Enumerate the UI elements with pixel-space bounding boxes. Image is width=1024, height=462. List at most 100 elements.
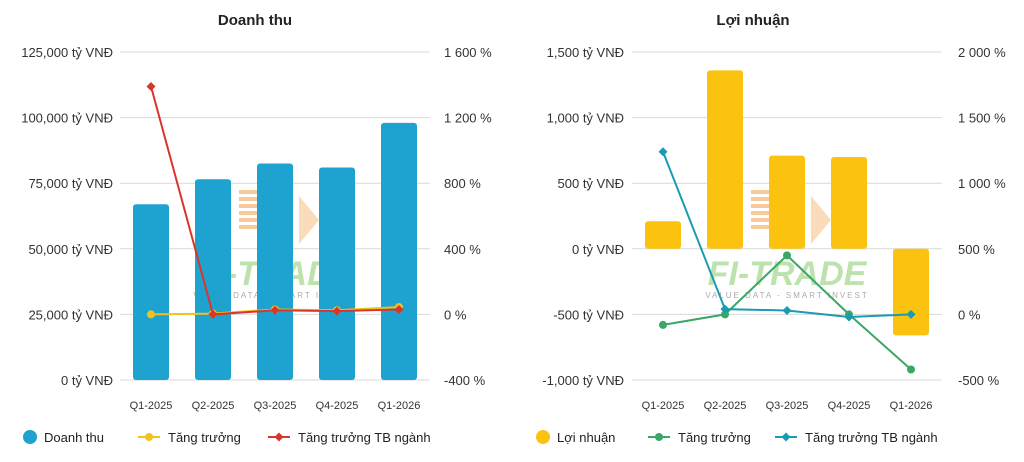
y-right-tick-label: 1 500 % (958, 111, 1006, 126)
chart-title: Lợi nhuận (716, 12, 789, 29)
legend-marker (274, 432, 284, 442)
y-right-tick-label: 1 600 % (444, 45, 492, 60)
watermark-stripe (751, 225, 775, 229)
legend-item: Tăng trưởng (648, 430, 751, 445)
legend-item: Tăng trưởng TB ngành (268, 430, 431, 445)
x-tick-label: Q4-2025 (828, 400, 871, 412)
bar-lợi-nhuận (645, 221, 681, 249)
legend-label: Lợi nhuận (557, 430, 615, 445)
watermark-logo-text: FI-TRADE (708, 255, 868, 293)
line-point (906, 309, 916, 319)
watermark-arrow (811, 196, 831, 244)
bar-doanh-thu (319, 167, 355, 380)
line-point (658, 147, 668, 157)
y-right-tick-label: 0 % (958, 307, 981, 322)
y-left-tick-label: 50,000 tỷ VNĐ (28, 242, 113, 257)
line-point (844, 312, 854, 322)
y-left-tick-label: -500 tỷ VNĐ (553, 307, 624, 322)
legend-marker (145, 433, 153, 441)
y-left-tick-label: 125,000 tỷ VNĐ (21, 45, 113, 60)
x-tick-label: Q1-2026 (890, 400, 933, 412)
bar-doanh-thu (381, 122, 417, 381)
watermark-stripe (239, 225, 263, 229)
x-tick-label: Q1-2025 (130, 400, 173, 412)
bar-lợi-nhuận (893, 248, 929, 336)
watermark-stripe (751, 197, 775, 201)
y-right-tick-label: 400 % (444, 242, 481, 257)
x-tick-label: Q2-2025 (704, 400, 747, 412)
legend-label: Tăng trưởng (678, 430, 751, 445)
legend-label: Tăng trưởng (168, 430, 241, 445)
x-tick-label: Q3-2025 (766, 400, 809, 412)
line-point (270, 305, 280, 315)
y-left-tick-label: 100,000 tỷ VNĐ (21, 111, 113, 126)
watermark-stripe (751, 204, 775, 208)
bar-doanh-thu (257, 163, 293, 380)
bar-lợi-nhuận (707, 70, 743, 249)
y-right-tick-label: 0 % (444, 307, 467, 322)
legend-label: Doanh thu (44, 430, 104, 445)
watermark-arrow (299, 196, 319, 244)
y-left-tick-label: 75,000 tỷ VNĐ (28, 176, 113, 191)
y-left-tick-label: -1,000 tỷ VNĐ (542, 373, 624, 388)
line-point (208, 309, 218, 319)
watermark-stripe (239, 218, 263, 222)
y-right-tick-label: 1 200 % (444, 111, 492, 126)
profit-chart: Lợi nhuận -1,000 tỷ VNĐ -500 tỷ VNĐ 0 tỷ VN… (536, 12, 1006, 445)
chart-title: Doanh thu (218, 12, 292, 29)
watermark-stripe (751, 211, 775, 215)
legend-item: Doanh thu (23, 430, 104, 445)
x-tick-label: Q1-2025 (642, 400, 685, 412)
line-point (147, 310, 155, 319)
bar-lợi-nhuận (831, 156, 867, 249)
bar-lợi-nhuận (769, 155, 805, 249)
bar-doanh-thu (133, 204, 169, 380)
watermark-stripe (239, 190, 263, 194)
watermark-stripe (239, 204, 263, 208)
line-point (782, 305, 792, 315)
y-right-tick-label: 500 % (958, 242, 995, 257)
x-tick-label: Q2-2025 (192, 400, 235, 412)
y-left-tick-label: 0 tỷ VNĐ (572, 242, 624, 257)
y-right-tick-label: 1 000 % (958, 176, 1006, 191)
line-point (659, 320, 667, 329)
legend-marker (23, 430, 37, 444)
x-tick-label: Q1-2026 (378, 400, 421, 412)
line-point (146, 81, 156, 91)
line-point (721, 310, 729, 319)
watermark-stripe (751, 218, 775, 222)
y-right-tick-label: 800 % (444, 176, 481, 191)
watermark-stripe (239, 211, 263, 215)
bar-doanh-thu (195, 179, 231, 380)
legend-marker (781, 432, 791, 442)
y-right-tick-label: -500 % (958, 373, 1000, 388)
legend-marker (536, 430, 550, 444)
legend-label: Tăng trưởng TB ngành (805, 430, 938, 445)
watermark-stripe (239, 197, 263, 201)
y-left-tick-label: 0 tỷ VNĐ (61, 373, 113, 388)
line-point (332, 306, 342, 316)
y-left-tick-label: 500 tỷ VNĐ (558, 176, 624, 191)
line-point (907, 365, 915, 374)
legend-item: Lợi nhuận (536, 430, 615, 445)
watermark-stripe (751, 190, 775, 194)
line-point (783, 251, 791, 260)
line-point (394, 304, 404, 314)
x-tick-label: Q4-2025 (316, 400, 359, 412)
y-right-tick-label: 2 000 % (958, 45, 1006, 60)
line-point (720, 304, 730, 314)
watermark-tagline: VALUE DATA - SMART INVEST (705, 291, 869, 300)
y-left-tick-label: 25,000 tỷ VNĐ (28, 307, 113, 322)
x-tick-label: Q3-2025 (254, 400, 297, 412)
y-left-tick-label: 1,500 tỷ VNĐ (547, 45, 624, 60)
revenue-chart: Doanh thu 0 tỷ VNĐ 25,000 tỷ VNĐ 50,000 tỷ … (21, 12, 492, 445)
y-left-tick-label: 1,000 tỷ VNĐ (547, 111, 624, 126)
legend-item: Tăng trưởng TB ngành (775, 430, 938, 445)
y-right-tick-label: -400 % (444, 373, 486, 388)
legend-marker (655, 433, 663, 441)
legend-label: Tăng trưởng TB ngành (298, 430, 431, 445)
legend-item: Tăng trưởng (138, 430, 241, 445)
